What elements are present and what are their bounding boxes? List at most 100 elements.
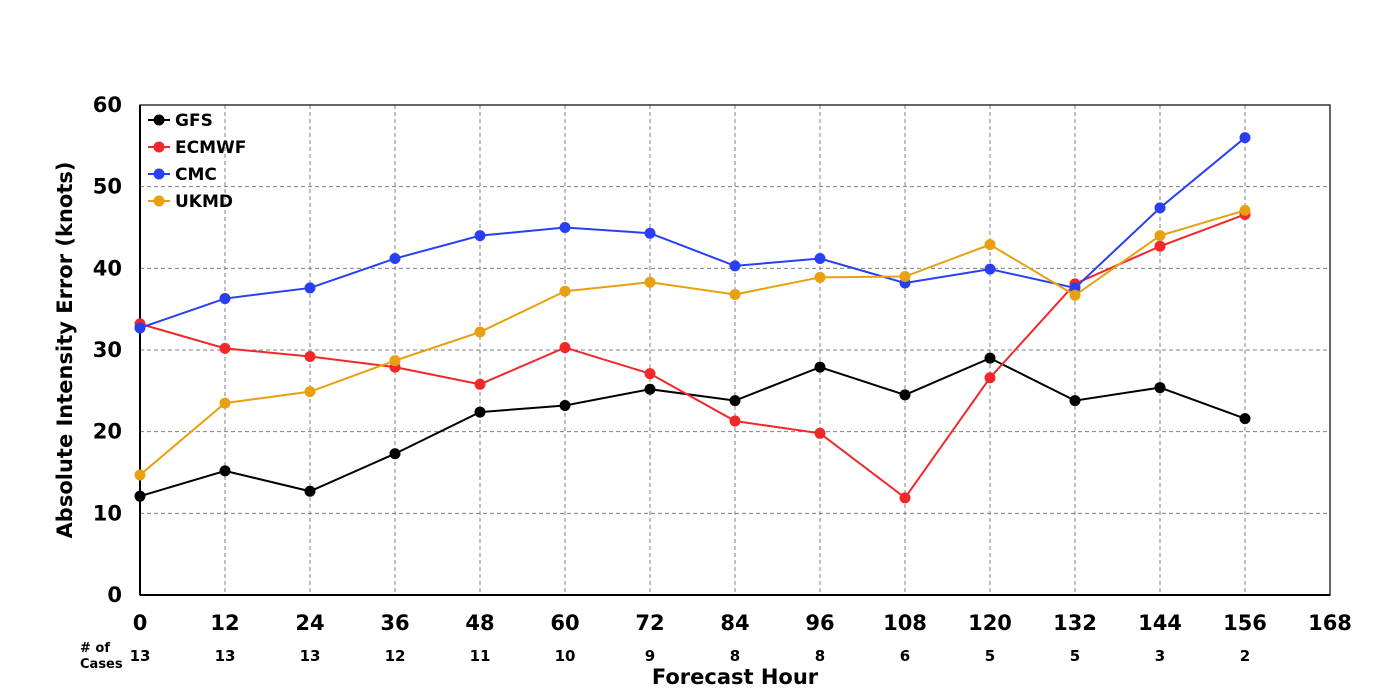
x-tick-label: 96	[805, 611, 834, 635]
legend-item-gfs: GFS	[148, 111, 213, 131]
cases-label-line1: # of	[80, 641, 110, 656]
data-point	[644, 227, 656, 239]
series-layer	[134, 132, 1251, 504]
data-point	[1154, 202, 1166, 214]
data-point	[474, 230, 486, 242]
data-point	[644, 276, 656, 288]
data-point	[1069, 395, 1081, 407]
case-count: 9	[645, 647, 655, 665]
data-point	[559, 285, 571, 297]
x-tick-label: 0	[133, 611, 148, 635]
legend-label: ECMWF	[175, 138, 246, 158]
data-point	[984, 263, 996, 275]
x-tick-label: 108	[883, 611, 927, 635]
data-point	[1154, 230, 1166, 242]
data-point	[1239, 413, 1251, 425]
data-point	[559, 400, 571, 412]
data-point	[1239, 132, 1251, 144]
data-point	[559, 222, 571, 233]
series-gfs	[134, 352, 1251, 502]
data-point	[304, 386, 316, 398]
y-tick-label: 40	[93, 256, 122, 280]
data-point	[984, 239, 996, 251]
legend-item-cmc: CMC	[148, 165, 217, 185]
legend-item-ukmd: UKMD	[148, 192, 233, 212]
x-tick-label: 84	[720, 611, 749, 635]
data-point	[1239, 204, 1251, 216]
data-point	[134, 490, 146, 502]
case-count: 13	[130, 647, 151, 665]
y-tick-label: 60	[93, 93, 122, 117]
y-tick-label: 10	[93, 501, 122, 525]
y-tick-label: 50	[93, 175, 122, 199]
y-tick-label: 30	[93, 338, 122, 362]
data-point	[559, 342, 571, 354]
cases-row: # of Cases 13 13 13 12 11 10 9 8 8 6 5 5 3 2	[80, 641, 1250, 672]
data-point	[644, 383, 656, 395]
x-tick-labels: 0 12 24 36 48 60 72 84 96 108 120 132 144 156 168	[133, 611, 1352, 635]
case-count: 6	[900, 647, 910, 665]
case-count: 5	[985, 647, 995, 665]
series-line	[139, 136, 1246, 329]
y-tick-labels: 0 10 20 30 40 50 60	[93, 93, 122, 607]
legend-marker	[153, 141, 165, 153]
series-line	[139, 357, 1246, 498]
data-point	[304, 485, 316, 497]
series-ecmwf	[134, 208, 1251, 504]
data-point	[644, 368, 656, 380]
data-point	[1154, 240, 1166, 252]
data-point	[984, 372, 996, 384]
data-point	[134, 322, 146, 334]
case-count: 8	[815, 647, 825, 665]
legend-label: GFS	[175, 111, 213, 131]
data-point	[984, 352, 996, 364]
data-point	[729, 415, 741, 427]
legend-label: CMC	[175, 165, 217, 185]
cases-label-line2: Cases	[80, 657, 123, 672]
y-axis-title: Absolute Intensity Error (knots)	[53, 162, 77, 539]
data-point	[389, 355, 401, 367]
legend-marker	[153, 114, 165, 126]
data-point	[814, 271, 826, 283]
data-point	[134, 469, 146, 481]
data-point	[474, 378, 486, 390]
case-count: 13	[215, 647, 236, 665]
x-tick-label: 12	[210, 611, 239, 635]
grid-lines	[140, 105, 1330, 595]
case-count: 5	[1070, 647, 1080, 665]
y-tick-label: 20	[93, 420, 122, 444]
data-point	[814, 361, 826, 373]
case-count: 8	[730, 647, 740, 665]
x-tick-label: 36	[380, 611, 409, 635]
x-tick-label: 72	[635, 611, 664, 635]
x-tick-label: 168	[1308, 611, 1352, 635]
data-point	[304, 351, 316, 363]
x-tick-label: 156	[1223, 611, 1267, 635]
data-point	[219, 342, 231, 354]
x-tick-label: 120	[968, 611, 1012, 635]
case-count: 2	[1240, 647, 1250, 665]
data-point	[1069, 289, 1081, 301]
legend: GFS ECMWF CMC UKMD	[148, 111, 246, 212]
data-point	[389, 448, 401, 460]
data-point	[729, 288, 741, 300]
data-point	[219, 293, 231, 305]
x-tick-label: 48	[465, 611, 494, 635]
data-point	[1154, 382, 1166, 394]
x-axis-title: Forecast Hour	[652, 665, 819, 689]
legend-label: UKMD	[175, 192, 233, 212]
data-point	[899, 389, 911, 401]
data-point	[814, 253, 826, 265]
series-line	[139, 213, 1246, 500]
y-tick-label: 0	[107, 583, 122, 607]
case-count: 10	[555, 647, 576, 665]
case-count: 12	[385, 647, 406, 665]
case-count: 11	[470, 647, 491, 665]
x-tick-label: 132	[1053, 611, 1097, 635]
series-line	[139, 209, 1246, 476]
data-point	[474, 326, 486, 338]
data-point	[729, 395, 741, 407]
data-point	[474, 406, 486, 418]
data-point	[219, 465, 231, 477]
